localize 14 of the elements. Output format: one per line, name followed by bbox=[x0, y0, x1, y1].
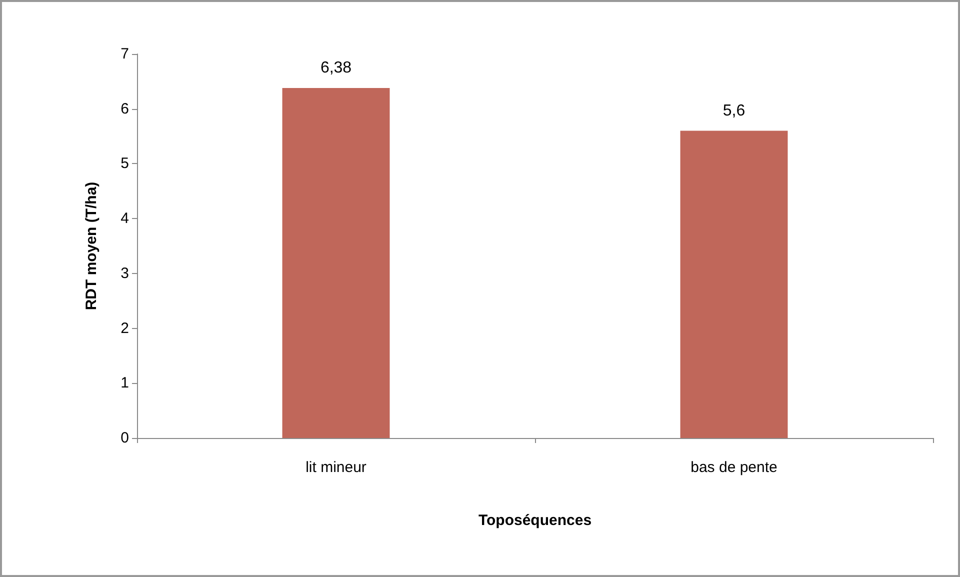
y-tick-label: 2 bbox=[120, 320, 129, 337]
x-tick-label: bas de pente bbox=[690, 459, 778, 476]
y-tick-label: 5 bbox=[120, 155, 129, 172]
x-axis-title: Toposéquences bbox=[478, 512, 592, 529]
y-axis-title: RDT moyen (T/ha) bbox=[83, 182, 100, 310]
data-label: 5,6 bbox=[722, 102, 746, 120]
y-tick-label: 4 bbox=[120, 210, 129, 228]
x-tick-label: lit mineur bbox=[306, 459, 366, 476]
y-tick-label: 0 bbox=[120, 430, 129, 446]
data-label: 6,38 bbox=[320, 60, 352, 77]
y-tick-label: 3 bbox=[120, 264, 129, 282]
y-tick-label: 1 bbox=[120, 374, 129, 392]
y-tick-label: 6 bbox=[120, 100, 129, 118]
y-tick-label: 7 bbox=[120, 46, 129, 62]
